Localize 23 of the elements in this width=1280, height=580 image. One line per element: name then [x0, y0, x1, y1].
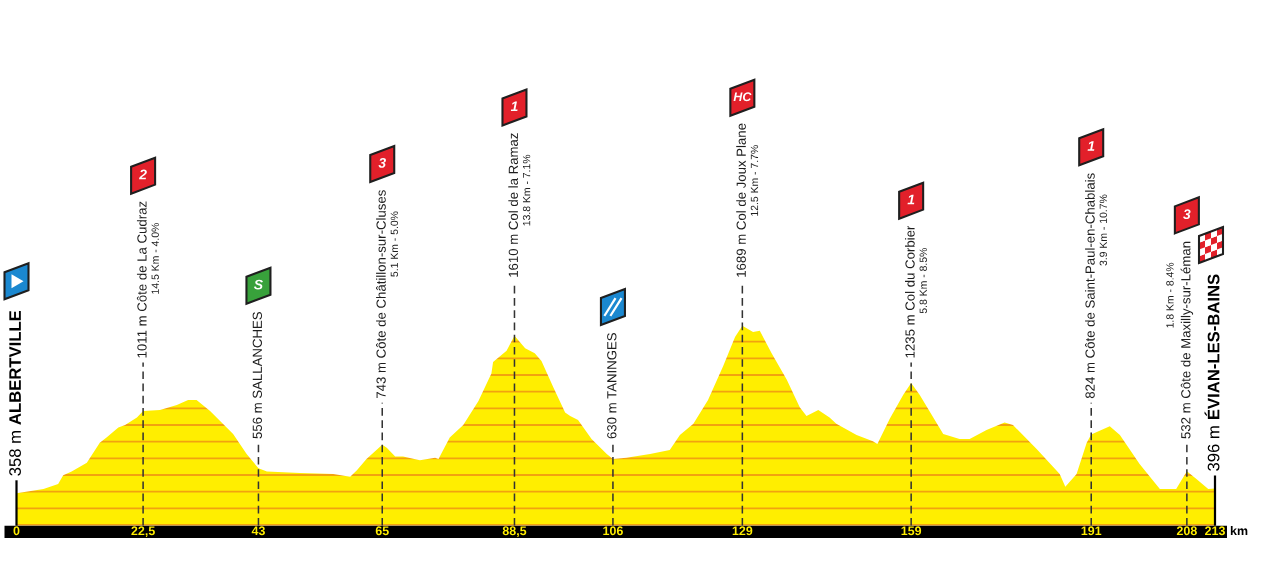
text: 824 m Côte de Saint-Paul-en-Chablais 3.9 Km - 10.7% 1 [1085, 141, 1108, 399]
x-tick-label: 159 [901, 526, 922, 536]
x-tick-label: 88,5 [502, 526, 527, 538]
text: 1011 m Côte de La Cudraz 14.5 Km - 4.0% 2 [136, 169, 159, 358]
x-axis-title: km [1230, 526, 1248, 536]
text: 1235 m Col du Corbier 5.8 Km - 8.5% 1 [905, 194, 927, 358]
text: 1689 m Col de Joux Plane 12.5 Km - 7.7% HC [733, 92, 759, 277]
x-tick-label: 22,5 [131, 526, 155, 538]
text: 743 m Côte de Châtillon-sur-Cluses 5.1 Km - 5.0% 3 [376, 157, 399, 399]
ref-line-label: 396 m ÉVIAN-LES-BAINS [1204, 274, 1220, 471]
x-tick-label: 208 [1176, 526, 1197, 536]
text: 532 m Côte de Maxilly-sur-Léman 1.8 Km - 8.4% 3 [1166, 209, 1194, 439]
x-tick-label: 106 [603, 526, 623, 536]
text: 1610 m Col de la Ramaz 13.8 Km - 7.1% 1 [508, 101, 531, 277]
ref-line-label: 358 m ALBERTVILLE [9, 310, 21, 476]
x-tick-label: 213 [1205, 526, 1225, 536]
x-tick-label: 43 [251, 526, 265, 536]
x-tick-label: 0 [13, 526, 20, 536]
x-tick-label: 191 [1081, 526, 1102, 536]
x-tick-label: 65 [375, 526, 389, 536]
x-tick-label: 129 [732, 526, 753, 536]
ref-line-label: 630 m TANINGES [607, 333, 617, 439]
text: 556 m SALLANCHES S [252, 279, 263, 439]
